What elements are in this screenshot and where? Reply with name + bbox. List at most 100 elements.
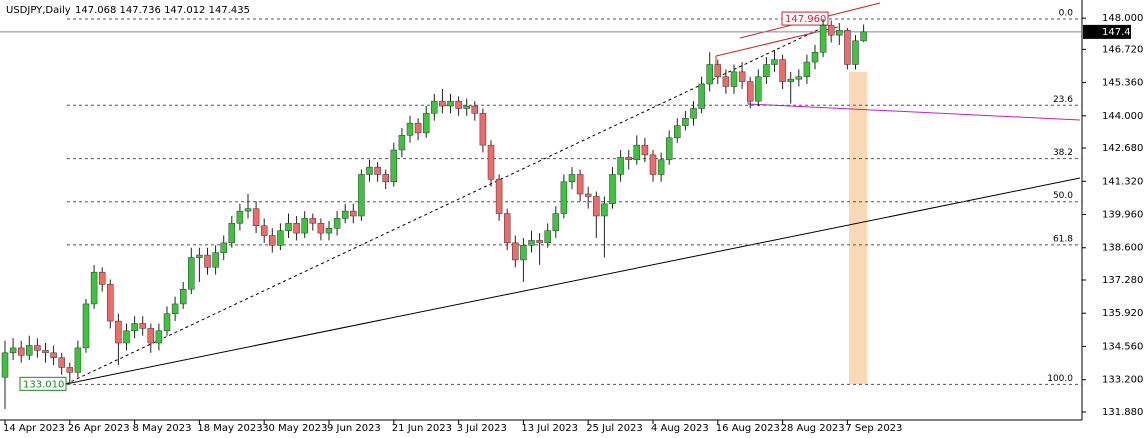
candle-body: [617, 157, 624, 175]
candle-body: [333, 218, 341, 229]
candle-body: [390, 149, 398, 183]
fib-label: 38.2: [1053, 148, 1073, 158]
candle-body: [512, 242, 519, 261]
candle-body: [463, 105, 470, 109]
candle-body: [123, 330, 130, 344]
candle-body: [90, 271, 98, 305]
price-mark-label: 147.960: [785, 14, 826, 25]
candle-body: [163, 313, 171, 332]
candle-body: [528, 240, 535, 246]
candle-body: [706, 64, 713, 85]
candle-body: [66, 367, 74, 373]
candle-body: [301, 218, 308, 234]
candle-body: [204, 254, 211, 268]
candle-body: [860, 31, 867, 42]
candle-body: [690, 108, 697, 119]
candle-body: [220, 242, 227, 253]
candle-body: [787, 78, 794, 82]
x-tick-label: 14 Apr 2023: [3, 423, 65, 434]
candle-body: [568, 174, 576, 183]
fib-label: 100.0: [1047, 374, 1073, 384]
candle-body: [50, 352, 57, 358]
candle-body: [836, 30, 843, 36]
candle-body: [722, 76, 730, 87]
fib-label: 23.6: [1053, 95, 1073, 105]
x-tick-label: 25 Jul 2023: [586, 423, 643, 434]
candle-body: [9, 347, 17, 354]
candle-body: [107, 284, 114, 322]
candle-body: [131, 323, 138, 332]
candle-body: [852, 40, 859, 65]
candle-body: [698, 83, 705, 109]
y-tick-label: 146.720: [1102, 44, 1143, 55]
candle-body: [738, 71, 746, 82]
candle-body: [317, 223, 325, 234]
candle-body: [350, 210, 357, 217]
candle-body: [285, 223, 292, 231]
candle-body: [17, 347, 25, 356]
candle-body: [779, 59, 786, 82]
candle-body: [422, 113, 430, 134]
candle-body: [827, 25, 835, 36]
candle-body: [811, 52, 819, 63]
candle-body: [771, 59, 778, 65]
candle-body: [341, 210, 349, 219]
candle-body: [431, 100, 438, 114]
candle-body: [325, 227, 333, 234]
candle-body: [536, 240, 543, 244]
x-tick-label: 3 Jul 2023: [457, 423, 507, 434]
candle-body: [236, 210, 244, 224]
candle-body: [633, 144, 641, 161]
candle-body: [171, 303, 179, 314]
candle-body: [147, 328, 155, 344]
x-tick-label: 7 Sep 2023: [845, 423, 902, 434]
candle-body: [98, 271, 106, 285]
candle-body: [252, 208, 260, 227]
candle-body: [625, 157, 632, 161]
highlight-zone: [849, 72, 867, 384]
candle-body: [269, 235, 276, 246]
candle-body: [487, 144, 495, 180]
magenta-line: [747, 103, 1081, 121]
candle-body: [74, 347, 82, 373]
candle-body: [576, 174, 584, 195]
candle-body: [1, 352, 9, 378]
x-tick-label: 21 Jun 2023: [392, 423, 452, 434]
candle-body: [374, 166, 381, 175]
candle-body: [260, 225, 268, 236]
candle-body: [155, 330, 163, 344]
candle-body: [366, 166, 373, 175]
candle-body: [755, 76, 762, 102]
candle-body: [682, 118, 689, 126]
fib-label: 50.0: [1053, 191, 1073, 201]
candle-body: [82, 303, 90, 349]
candle-body: [455, 100, 462, 109]
ohlc-readout: 147.068 147.736 147.012 147.435: [75, 5, 250, 16]
x-tick-label: 28 Aug 2023: [781, 423, 845, 434]
y-tick-label: 131.880: [1102, 407, 1143, 418]
candle-body: [471, 105, 479, 114]
y-tick-label: 133.200: [1102, 375, 1143, 386]
candle-body: [495, 179, 503, 214]
candle-body: [196, 254, 203, 258]
candle-body: [179, 289, 187, 305]
last-price-label: 147.435: [1102, 27, 1143, 38]
y-tick-label: 134.560: [1102, 341, 1143, 352]
candle-body: [277, 230, 284, 246]
x-tick-label: 30 May 2023: [262, 423, 327, 434]
candle-body: [714, 64, 722, 77]
x-tick-label: 13 Jul 2023: [521, 423, 578, 434]
y-tick-label: 139.960: [1102, 210, 1143, 221]
candle-body: [447, 100, 454, 107]
candle-body: [503, 213, 511, 244]
y-tick-label: 138.600: [1102, 243, 1143, 254]
y-tick-label: 145.360: [1102, 78, 1143, 89]
y-tick-label: 142.680: [1102, 143, 1143, 154]
candle-body: [228, 223, 236, 244]
candle-body: [674, 125, 681, 139]
candle-body: [584, 193, 592, 197]
candle-body: [398, 135, 406, 151]
fib-label: 61.8: [1053, 234, 1073, 244]
candle-body: [844, 30, 851, 65]
